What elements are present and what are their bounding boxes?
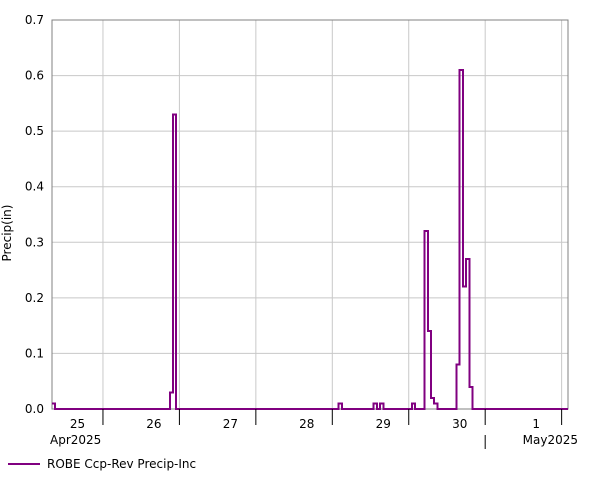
plot-frame <box>51 19 569 410</box>
y-tick-label: 0.1 <box>25 346 44 360</box>
series-layer <box>52 69 568 410</box>
x-tick-label: 27 <box>223 417 238 431</box>
y-tick-label: 0.6 <box>25 69 44 83</box>
y-tick-label: 0.4 <box>25 180 44 194</box>
x-tick-label: 29 <box>376 417 391 431</box>
legend: ROBE Ccp-Rev Precip-Inc <box>8 457 196 471</box>
x-tick-label: 26 <box>146 417 161 431</box>
y-tick-label: 0.0 <box>25 402 44 416</box>
y-tick-label: 0.7 <box>25 13 44 27</box>
series-line-precip <box>52 69 568 410</box>
x-tick-label: 1 <box>532 417 540 431</box>
month-label: May2025 <box>523 433 578 447</box>
month-label: Apr2025 <box>50 433 101 447</box>
y-axis-label: Precip(in) <box>0 205 14 262</box>
x-axis-ticks: 25 26 27 28 29 30 1 Apr2025 May2025 <box>50 409 578 449</box>
y-tick-label: 0.2 <box>25 291 44 305</box>
x-tick-label: 28 <box>299 417 314 431</box>
y-axis-ticks: 0.0 0.1 0.2 0.3 0.4 0.5 0.6 0.7 <box>25 13 44 416</box>
y-tick-label: 0.3 <box>25 235 44 249</box>
legend-label: ROBE Ccp-Rev Precip-Inc <box>47 457 196 471</box>
y-tick-label: 0.5 <box>25 124 44 138</box>
grid-lines <box>52 19 568 410</box>
x-tick-label: 25 <box>70 417 85 431</box>
x-tick-label: 30 <box>452 417 467 431</box>
